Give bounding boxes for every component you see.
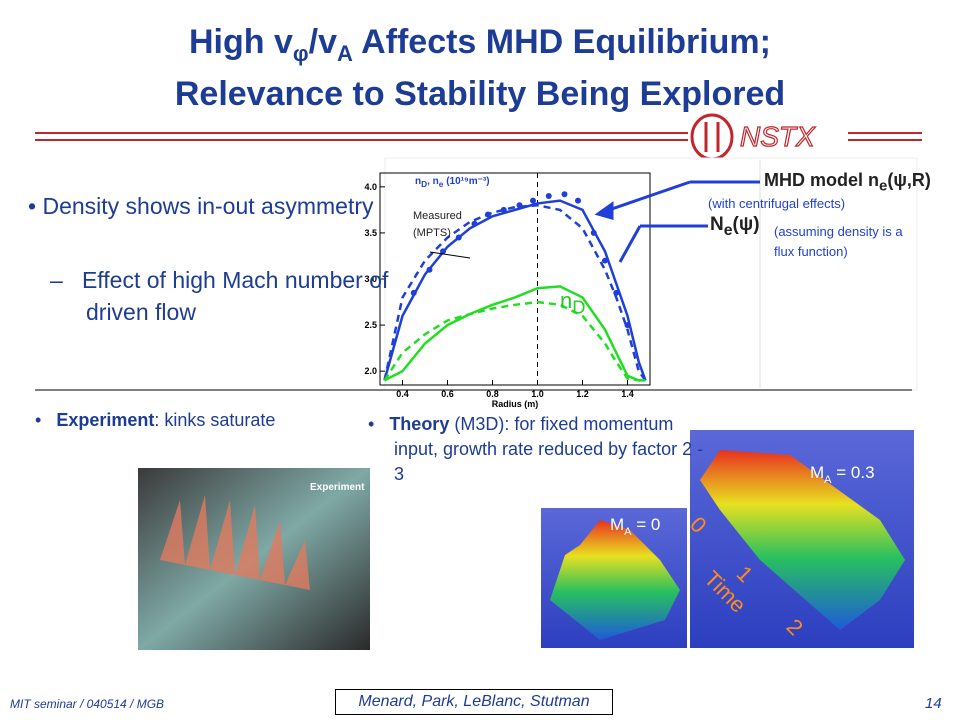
bold-text: Theory bbox=[389, 414, 450, 434]
series-line bbox=[383, 300, 646, 382]
image-label: Experiment bbox=[310, 482, 365, 493]
measured-point bbox=[516, 202, 523, 209]
measured-point bbox=[426, 266, 433, 273]
measured-point bbox=[613, 289, 620, 296]
annotation: (assuming density is a flux function) bbox=[774, 224, 903, 259]
series-line bbox=[383, 285, 646, 382]
y-tick-label: 4.0 bbox=[364, 182, 377, 192]
x-tick-label: 0.8 bbox=[486, 389, 499, 399]
text-part: , n bbox=[427, 176, 439, 187]
axis-label: nD, ne (10¹⁹m⁻³) bbox=[415, 176, 490, 189]
text-part: High v bbox=[189, 23, 293, 61]
experiment-waves bbox=[160, 495, 310, 590]
x-tick-label: 1.2 bbox=[576, 389, 589, 399]
x-tick-label: 0.4 bbox=[396, 389, 409, 399]
measured-point bbox=[561, 191, 568, 198]
text-part: MHD model n bbox=[764, 170, 879, 190]
subscript: A bbox=[337, 40, 353, 66]
y-tick-label: 2.5 bbox=[364, 320, 377, 330]
text-part: N bbox=[710, 214, 724, 235]
y-tick-label: 2.0 bbox=[364, 366, 377, 376]
measured-point bbox=[485, 211, 491, 218]
footer-left: MIT seminar / 040514 / MGB bbox=[10, 697, 165, 711]
bullet: • Experiment: kinks saturate bbox=[35, 410, 276, 430]
chart: 2.0 2.5 3.0 3.5 4.0 0.4 0.6 0.8 1.0 1.2 1.4 Radius … bbox=[364, 172, 651, 409]
measured-point bbox=[410, 289, 417, 296]
measured-point bbox=[455, 234, 462, 241]
annotation: Ne(ψ) bbox=[710, 214, 760, 240]
text-part: /v bbox=[308, 23, 338, 61]
text-part: n bbox=[560, 288, 573, 313]
title-line: Relevance to Stability Being Explored bbox=[174, 75, 786, 113]
text-part: n bbox=[415, 176, 422, 187]
y-tick-label: 3.0 bbox=[364, 274, 377, 284]
x-tick-label: 1.4 bbox=[621, 389, 634, 399]
logo-mark bbox=[690, 113, 734, 161]
measured-point bbox=[575, 197, 581, 204]
bullet-text: (M3D): for fixed momentum input, growth … bbox=[394, 414, 704, 484]
bullet: • Density shows in-out asymmetry bbox=[28, 193, 374, 219]
measured-pointer bbox=[429, 251, 471, 259]
measured-point bbox=[624, 322, 631, 329]
measured-point bbox=[602, 257, 608, 264]
series-line bbox=[383, 204, 647, 382]
measured-point bbox=[500, 206, 507, 213]
measured-point bbox=[471, 220, 478, 227]
title-line: High vφ/vA Affects MHD Equilibrium; bbox=[0, 22, 960, 74]
x-tick-label: 0.6 bbox=[441, 389, 454, 399]
text-part: M bbox=[810, 463, 824, 482]
annotation: Measured (MPTS) bbox=[413, 210, 462, 239]
subscript: A bbox=[824, 474, 832, 486]
text-part: (ψ) bbox=[732, 214, 760, 235]
page-number: 14 bbox=[925, 695, 942, 712]
surface-low bbox=[550, 520, 680, 640]
x-axis-label: Radius (m) bbox=[492, 399, 539, 409]
text-part: (ψ,R) bbox=[887, 170, 931, 190]
text-part: = 0 bbox=[632, 515, 661, 534]
subscript: D bbox=[421, 179, 428, 189]
measured-point bbox=[530, 197, 536, 204]
y-tick-label: 3.5 bbox=[364, 228, 377, 238]
logo-text: NSTX bbox=[740, 121, 816, 152]
measured-point bbox=[440, 248, 446, 255]
annotation: (with centrifugal effects) bbox=[708, 196, 846, 211]
subscript: D bbox=[572, 296, 586, 318]
text-part: = 0.3 bbox=[832, 463, 875, 482]
subscript: e bbox=[723, 221, 733, 239]
subscript: φ bbox=[292, 40, 309, 66]
x-tick-label: 1.0 bbox=[531, 389, 544, 399]
bold-text: Experiment bbox=[56, 410, 155, 430]
sub-bullet: – Effect of high Mach number of driven f… bbox=[50, 267, 389, 325]
plot-label: MA = 0 bbox=[610, 515, 660, 538]
text-part: (10¹⁹m⁻³) bbox=[443, 176, 490, 187]
measured-point bbox=[545, 193, 552, 200]
arrows bbox=[594, 180, 760, 263]
bullet-text: Effect of high Mach number of driven flo… bbox=[81, 267, 389, 325]
series-line bbox=[383, 199, 647, 381]
measured-point bbox=[590, 229, 597, 236]
surface-high bbox=[700, 450, 905, 630]
subscript: A bbox=[624, 526, 632, 538]
bullet: • Theory (M3D): for fixed momentum input… bbox=[368, 414, 704, 484]
text-part: M bbox=[610, 515, 624, 534]
subscript: e bbox=[879, 177, 888, 195]
bullet-text: Density shows in-out asymmetry bbox=[42, 193, 374, 219]
annotation: nD bbox=[560, 288, 586, 318]
subscript: e bbox=[438, 179, 444, 189]
text-part: Affects MHD Equilibrium; bbox=[352, 23, 771, 61]
footer-credit: Menard, Park, LeBlanc, Stutman bbox=[335, 689, 613, 715]
plot-label: MA = 0.3 bbox=[810, 463, 875, 486]
header-rule bbox=[35, 132, 922, 141]
bullet-text: : kinks saturate bbox=[154, 410, 276, 430]
annotation: MHD model ne(ψ,R) bbox=[764, 170, 931, 195]
